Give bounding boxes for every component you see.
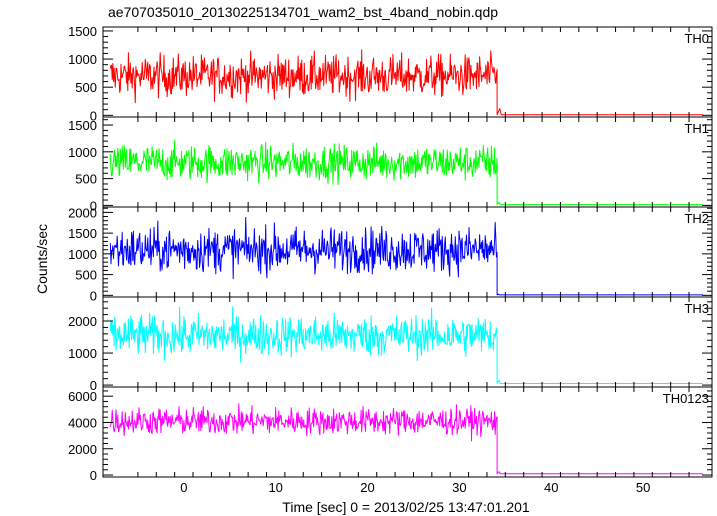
- x-tick-label: 20: [360, 480, 374, 495]
- panel-th0: 0 500 1000 1500 TH0: [68, 24, 713, 123]
- y-tick-label: 6000: [68, 389, 97, 404]
- x-tick-label: 0: [180, 480, 187, 495]
- series-line-th2: [109, 216, 703, 296]
- panel-frame: [102, 296, 713, 388]
- panel-label: TH0123: [663, 391, 709, 406]
- y-tick-label: 1000: [68, 145, 97, 160]
- series-line-th0: [109, 49, 703, 116]
- y-tick-label: 1000: [68, 247, 97, 262]
- y-tick-label: 0: [90, 198, 97, 213]
- panel-label: TH3: [684, 301, 709, 316]
- y-tick-label: 1000: [68, 52, 97, 67]
- y-tick-label: 0: [90, 108, 97, 123]
- y-tick-label: 1500: [68, 24, 97, 39]
- panel-th0123: 0 2000 4000 6000 TH0123: [68, 386, 713, 483]
- chart-title: ae707035010_20130225134701_wam2_bst_4ban…: [108, 4, 498, 20]
- panel-label: TH2: [684, 211, 709, 226]
- y-tick-label: 0: [90, 468, 97, 483]
- x-axis-label: Time [sec] 0 = 2013/02/25 13:47:01.201: [282, 499, 530, 515]
- panel-th1: 0 500 1000 1500 TH1: [68, 116, 713, 213]
- panel-label: TH1: [684, 121, 709, 136]
- panel-th3: 0 1000 2000 TH3: [68, 296, 713, 393]
- panel-th2: 0 500 1000 1500 2000 TH2: [68, 205, 713, 303]
- x-tick-label: 10: [268, 480, 282, 495]
- y-tick-label: 2000: [68, 205, 97, 220]
- y-tick-label: 1500: [68, 226, 97, 241]
- y-tick-label: 0: [90, 378, 97, 393]
- series-line-th0123: [109, 403, 703, 475]
- y-tick-label: 500: [75, 80, 97, 95]
- series-line-th1: [109, 140, 703, 206]
- y-tick-label: 2000: [68, 442, 97, 457]
- y-tick-label: 1500: [68, 118, 97, 133]
- x-tick-label: 30: [452, 480, 466, 495]
- y-tick-label: 2000: [68, 314, 97, 329]
- panel-label: TH0: [684, 31, 709, 46]
- x-tick-label: 40: [544, 480, 558, 495]
- y-tick-label: 1000: [68, 346, 97, 361]
- x-tick-label: 50: [636, 480, 650, 495]
- y-axis-label: Counts/sec: [34, 224, 50, 294]
- y-tick-label: 4000: [68, 415, 97, 430]
- y-tick-label: 0: [90, 288, 97, 303]
- y-tick-label: 500: [75, 268, 97, 283]
- panel-frame: [102, 386, 713, 478]
- y-tick-label: 500: [75, 172, 97, 187]
- series-line-th3: [109, 306, 703, 384]
